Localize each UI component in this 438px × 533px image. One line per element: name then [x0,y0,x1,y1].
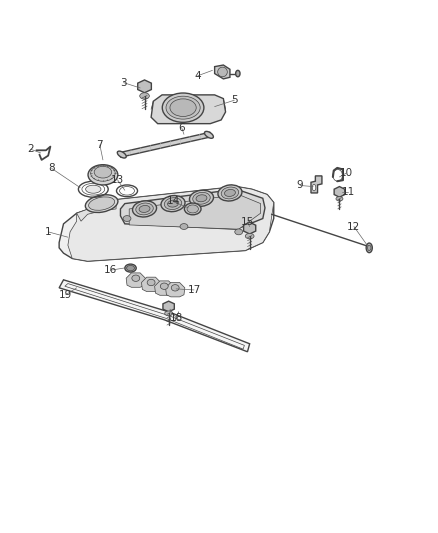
Text: 8: 8 [48,164,55,173]
Ellipse shape [136,203,153,215]
Ellipse shape [236,70,240,77]
Ellipse shape [193,192,210,204]
Ellipse shape [123,216,131,222]
Polygon shape [129,195,261,229]
Ellipse shape [140,93,149,99]
Ellipse shape [164,198,182,209]
Text: 1: 1 [45,227,52,237]
Ellipse shape [133,201,156,217]
Text: 4: 4 [194,71,201,80]
Polygon shape [155,281,174,295]
Text: 16: 16 [104,265,117,275]
Text: 10: 10 [339,168,353,178]
Ellipse shape [336,197,343,201]
Ellipse shape [168,200,178,207]
Text: 6: 6 [178,123,185,133]
Ellipse shape [94,166,112,178]
Polygon shape [59,280,250,352]
Ellipse shape [180,224,188,229]
Ellipse shape [187,205,198,213]
Text: 18: 18 [170,313,183,323]
Ellipse shape [88,165,118,185]
Polygon shape [141,277,161,292]
Text: 14: 14 [166,197,180,206]
Ellipse shape [91,165,115,181]
Polygon shape [215,65,230,79]
Ellipse shape [139,205,150,213]
Ellipse shape [221,187,239,199]
Ellipse shape [218,67,227,77]
Text: 7: 7 [96,140,103,150]
Ellipse shape [367,245,371,251]
Ellipse shape [171,285,179,291]
Text: 15: 15 [241,217,254,227]
Polygon shape [244,222,256,234]
Ellipse shape [127,265,134,271]
Text: 9: 9 [297,181,304,190]
Polygon shape [166,282,185,297]
Ellipse shape [162,93,204,123]
Ellipse shape [165,311,173,316]
Ellipse shape [161,196,185,212]
Polygon shape [59,187,274,261]
Polygon shape [138,80,152,93]
Text: 2: 2 [27,144,34,154]
Ellipse shape [147,279,155,286]
Ellipse shape [88,197,115,211]
Ellipse shape [235,229,243,235]
Ellipse shape [132,275,140,281]
Ellipse shape [160,283,168,289]
Text: 3: 3 [120,78,127,87]
Ellipse shape [312,184,316,191]
Ellipse shape [366,243,372,253]
Polygon shape [334,187,345,197]
Text: 11: 11 [342,187,355,197]
Text: 13: 13 [111,175,124,184]
Polygon shape [311,176,322,193]
Ellipse shape [245,233,254,239]
Text: 5: 5 [231,95,238,105]
Ellipse shape [166,96,200,119]
Polygon shape [77,201,116,221]
Ellipse shape [205,132,213,138]
Text: 12: 12 [347,222,360,231]
Ellipse shape [190,190,213,206]
Polygon shape [151,95,226,124]
Ellipse shape [170,99,196,117]
Polygon shape [120,132,210,157]
Ellipse shape [218,185,242,201]
Ellipse shape [85,195,118,213]
Text: 19: 19 [59,290,72,300]
Ellipse shape [196,195,207,202]
Text: 17: 17 [187,285,201,295]
Ellipse shape [125,264,136,272]
Polygon shape [68,187,274,261]
Ellipse shape [184,203,201,215]
Polygon shape [163,301,174,312]
Polygon shape [120,189,265,229]
Ellipse shape [85,185,101,193]
Ellipse shape [117,151,126,158]
Polygon shape [126,273,145,287]
Ellipse shape [225,189,235,197]
